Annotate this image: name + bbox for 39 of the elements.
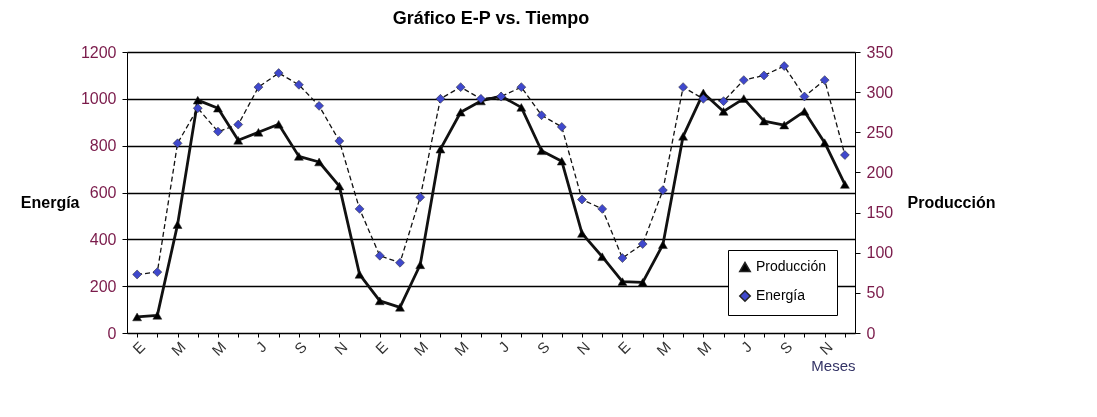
legend-label: Producción (756, 258, 827, 274)
x-tick-label: N (816, 338, 836, 358)
x-tick-label: E (129, 338, 149, 358)
x-tick-label: N (573, 338, 594, 358)
y-tick-label: 1200 (80, 43, 117, 61)
x-tick-label: J (737, 338, 755, 356)
x-tick-label: S (533, 338, 553, 358)
x-tick-label: E (371, 338, 391, 358)
y2-tick-label: 100 (866, 244, 894, 262)
y2-tick-label: 0 (866, 324, 876, 342)
y-tick-label: 400 (89, 230, 117, 248)
x-tick-label: S (290, 338, 310, 358)
y2-axis-title: Producción (907, 193, 996, 211)
x-tick-label: J (252, 338, 270, 356)
y2-tick-label: 200 (866, 163, 894, 181)
y2-tick-label: 250 (866, 123, 894, 141)
x-tick-label: M (450, 338, 472, 359)
x-tick-label: N (330, 338, 351, 358)
chart-title: Gráfico E-P vs. Tiempo (392, 8, 590, 28)
y-tick-label: 800 (89, 137, 117, 155)
y-tick-label: 200 (89, 277, 117, 295)
legend-label: Energía (756, 287, 806, 303)
y-tick-label: 0 (107, 324, 117, 342)
y2-tick-label: 350 (866, 43, 894, 61)
x-tick-label: M (693, 338, 715, 359)
x-tick-label: J (494, 338, 513, 356)
x-axis-title: Meses (811, 356, 856, 374)
x-tick-label: E (614, 338, 634, 358)
x-tick-label: M (410, 338, 432, 359)
x-tick-label: M (167, 338, 189, 359)
x-tick-label: S (776, 338, 796, 358)
x-tick-label: M (208, 338, 230, 359)
y2-tick-label: 300 (866, 83, 894, 101)
y-axis-title: Energía (20, 193, 80, 211)
y2-tick-label: 50 (866, 284, 885, 302)
y-tick-label: 1000 (80, 90, 117, 108)
y-tick-label: 600 (89, 184, 117, 201)
y2-tick-label: 150 (866, 204, 894, 222)
x-tick-label: M (653, 338, 674, 359)
